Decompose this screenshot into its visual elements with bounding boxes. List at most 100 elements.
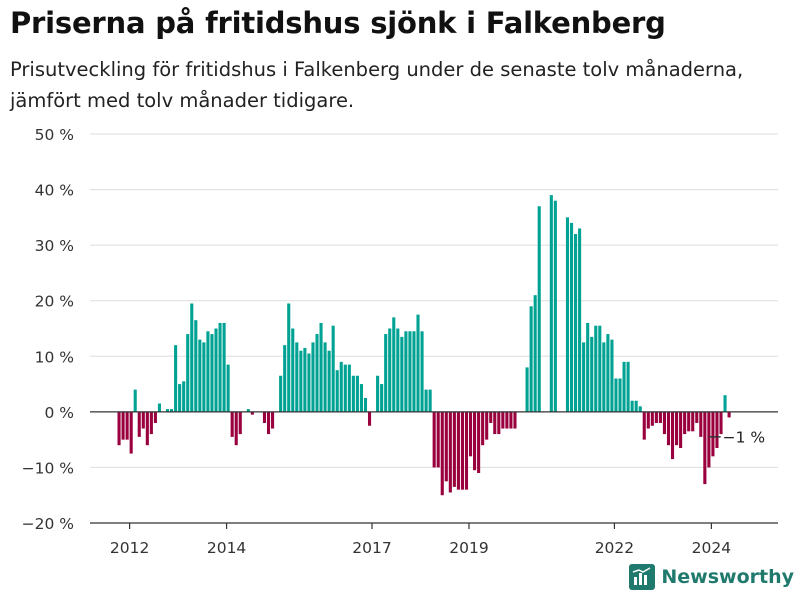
bar [537, 206, 541, 412]
bar [505, 411, 509, 429]
bar [343, 364, 347, 412]
bar [145, 411, 149, 446]
bar [363, 397, 368, 412]
y-tick-label: −20 % [22, 515, 74, 533]
bar [351, 375, 355, 412]
bar [513, 411, 517, 429]
y-tick-label: −10 % [22, 459, 74, 477]
bar [262, 411, 267, 423]
chart-subtitle: Prisutveckling för fritidshus i Falkenbe… [10, 58, 744, 112]
bar [416, 314, 420, 412]
bar [610, 339, 614, 412]
bar [266, 411, 271, 435]
bar [157, 403, 161, 412]
bar [626, 361, 630, 412]
bar [654, 411, 658, 423]
bar [178, 384, 182, 412]
bar [303, 347, 307, 412]
bar [493, 411, 497, 435]
bar [186, 334, 190, 412]
bar [424, 389, 428, 412]
bar [388, 328, 392, 412]
bar [133, 389, 137, 412]
bar [590, 336, 594, 412]
bar [347, 364, 351, 412]
bar [687, 411, 691, 432]
bar [719, 411, 723, 435]
bar [650, 411, 654, 426]
y-tick-label: 50 % [35, 126, 74, 144]
bar [473, 411, 477, 471]
bar [279, 375, 283, 412]
bar [165, 409, 170, 412]
bar [129, 411, 133, 454]
bar [234, 411, 238, 446]
bar [408, 331, 412, 412]
bar [481, 411, 485, 446]
bar [602, 342, 606, 412]
bar [194, 320, 198, 412]
bar [291, 328, 295, 412]
bar [497, 411, 501, 435]
bar [287, 303, 291, 412]
y-tick-labels: −20 % −10 % 0 % 10 % 20 % 30 % 40 % 50 % [22, 126, 74, 533]
bar [319, 322, 323, 412]
bar [359, 384, 363, 412]
y-tick-label: 40 % [35, 182, 74, 200]
bar [153, 411, 157, 423]
x-tick-label: 2014 [207, 539, 246, 557]
bar [170, 409, 174, 412]
bar [723, 395, 727, 412]
bar [335, 370, 339, 412]
bar [246, 409, 250, 412]
bar [436, 411, 440, 468]
bar [141, 411, 145, 429]
bar [707, 411, 711, 468]
bar [565, 217, 570, 412]
bar [533, 295, 537, 412]
bar [468, 411, 473, 457]
bar [384, 334, 388, 412]
bar [464, 411, 469, 490]
bar [315, 334, 319, 412]
bar [137, 411, 141, 437]
bar [210, 334, 214, 412]
axes [90, 411, 778, 524]
bar [420, 331, 424, 412]
bar [299, 350, 303, 412]
bar [691, 411, 695, 432]
bar [489, 411, 493, 423]
bar [283, 345, 287, 412]
bar [509, 411, 513, 429]
bar [456, 411, 460, 490]
x-tick-label: 2017 [352, 539, 391, 557]
bar [598, 325, 602, 412]
bar [295, 342, 299, 412]
bar [618, 378, 622, 412]
newsworthy-logo-icon [629, 564, 656, 590]
bar [404, 331, 408, 412]
bar [323, 342, 327, 412]
x-tick-label: 2024 [692, 539, 731, 557]
bar [586, 322, 590, 412]
bar [271, 411, 275, 429]
bar [485, 411, 489, 440]
bar [695, 411, 699, 423]
bar [226, 364, 230, 412]
bar [355, 375, 359, 412]
bar [683, 411, 687, 435]
bar [699, 411, 703, 437]
bar [711, 411, 715, 457]
bar [222, 322, 226, 412]
bar [679, 411, 683, 448]
bar [218, 322, 222, 412]
bar [380, 384, 384, 412]
bar [658, 411, 662, 423]
bar [331, 325, 335, 412]
bar [206, 331, 210, 412]
bar [428, 389, 432, 412]
bar [121, 411, 125, 440]
bar [440, 411, 444, 496]
bar [675, 411, 679, 446]
bar [594, 325, 598, 412]
